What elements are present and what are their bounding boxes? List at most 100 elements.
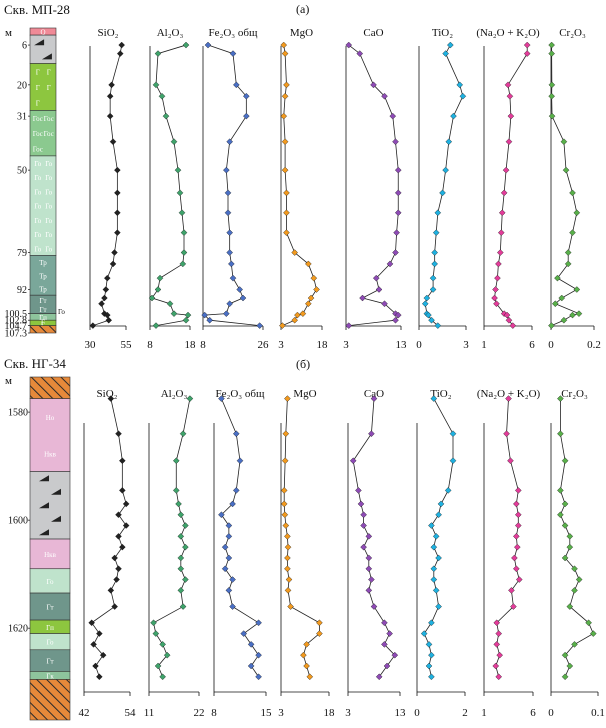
data-point — [108, 81, 115, 89]
data-point — [428, 619, 435, 627]
data-point — [495, 260, 502, 268]
data-point — [434, 209, 442, 217]
data-point — [284, 395, 291, 402]
data-point — [510, 603, 517, 610]
lithology-label: Нкв — [44, 551, 56, 559]
lithology-label: Го — [47, 578, 54, 586]
data-point — [381, 300, 388, 308]
data-point — [98, 300, 105, 308]
side-label-a: Го — [58, 308, 65, 316]
data-point — [560, 316, 568, 324]
data-point — [569, 189, 576, 197]
x-tick-label: 6 — [530, 707, 536, 719]
data-point — [182, 543, 189, 551]
data-point — [280, 500, 288, 508]
data-point — [154, 50, 162, 57]
data-point — [184, 311, 192, 319]
data-point — [493, 641, 501, 648]
data-point — [368, 430, 375, 437]
data-point — [310, 274, 318, 282]
data-point — [573, 286, 581, 293]
data-point — [281, 457, 289, 465]
data-point — [284, 543, 292, 551]
data-point — [179, 430, 187, 437]
lithology-layer — [29, 398, 71, 472]
lithology-label: Го — [34, 231, 41, 239]
data-point — [96, 673, 103, 681]
x-tick-label: 3 — [343, 339, 349, 351]
data-point — [432, 587, 440, 594]
lithology-label: Го — [45, 203, 52, 211]
data-point — [447, 41, 454, 49]
data-point — [437, 500, 445, 508]
data-point — [177, 511, 185, 519]
data-point — [221, 565, 229, 573]
data-point — [423, 294, 431, 302]
depth-tick-label: 6 — [22, 41, 27, 52]
data-point — [282, 430, 290, 437]
data-point — [503, 311, 511, 319]
x-tick-label: 0.1 — [591, 707, 605, 719]
data-point — [226, 138, 233, 145]
data-point — [503, 430, 510, 437]
data-point — [280, 112, 288, 120]
track-2: Fe₂O₃ общ 8 15 — [211, 388, 272, 719]
track-header: Fe₂O₃ общ — [209, 27, 258, 39]
depth-tick-label: 1600 — [8, 516, 28, 527]
data-point — [506, 92, 514, 100]
data-point — [566, 543, 574, 551]
data-point — [496, 651, 503, 659]
x-tick-label: 3 — [345, 707, 351, 719]
track-1: Al₂O₃ 8 18 — [147, 27, 196, 351]
data-point — [229, 576, 236, 583]
data-point — [152, 81, 160, 89]
data-point — [283, 81, 290, 89]
lithology-label: Гос — [33, 145, 43, 153]
data-point — [435, 603, 442, 610]
data-point — [89, 322, 97, 329]
data-point — [428, 316, 435, 324]
data-point — [158, 92, 166, 100]
data-point — [449, 430, 457, 437]
data-point — [109, 138, 117, 145]
data-point — [283, 189, 290, 197]
data-point — [118, 41, 125, 49]
data-point — [280, 41, 288, 49]
depth-tick-label: 102.8 — [5, 316, 28, 327]
data-point — [182, 316, 190, 324]
data-point — [119, 457, 126, 465]
data-point — [148, 294, 156, 302]
data-point — [562, 166, 570, 174]
lithology-label: Го — [34, 203, 41, 211]
track-header: Al₂O₃ — [157, 27, 184, 39]
depth-tick-label: 104.7 — [5, 321, 28, 332]
data-point — [282, 522, 290, 529]
depth-tick-label: 20 — [17, 80, 27, 91]
data-point — [493, 300, 500, 308]
data-point — [114, 229, 121, 236]
series-line-mgo — [283, 398, 320, 677]
data-point — [430, 543, 438, 551]
data-point — [170, 138, 178, 145]
data-point — [233, 487, 240, 494]
data-point — [375, 673, 383, 681]
data-point — [105, 316, 113, 324]
data-point — [287, 603, 294, 610]
data-point — [493, 619, 501, 627]
data-point — [515, 576, 523, 583]
data-point — [284, 533, 291, 540]
x-tick-label: 22 — [194, 707, 205, 719]
data-point — [306, 673, 314, 681]
data-point — [281, 511, 289, 519]
data-point — [223, 310, 230, 317]
data-point — [283, 229, 290, 236]
data-point — [432, 533, 440, 540]
gravel-symbol — [39, 502, 49, 509]
data-point — [513, 565, 520, 573]
data-point — [225, 554, 233, 562]
data-point — [229, 603, 236, 610]
data-point — [575, 310, 583, 317]
data-point — [442, 166, 449, 174]
lithology-layer — [29, 471, 71, 540]
lithology-label: Гт — [46, 604, 53, 612]
